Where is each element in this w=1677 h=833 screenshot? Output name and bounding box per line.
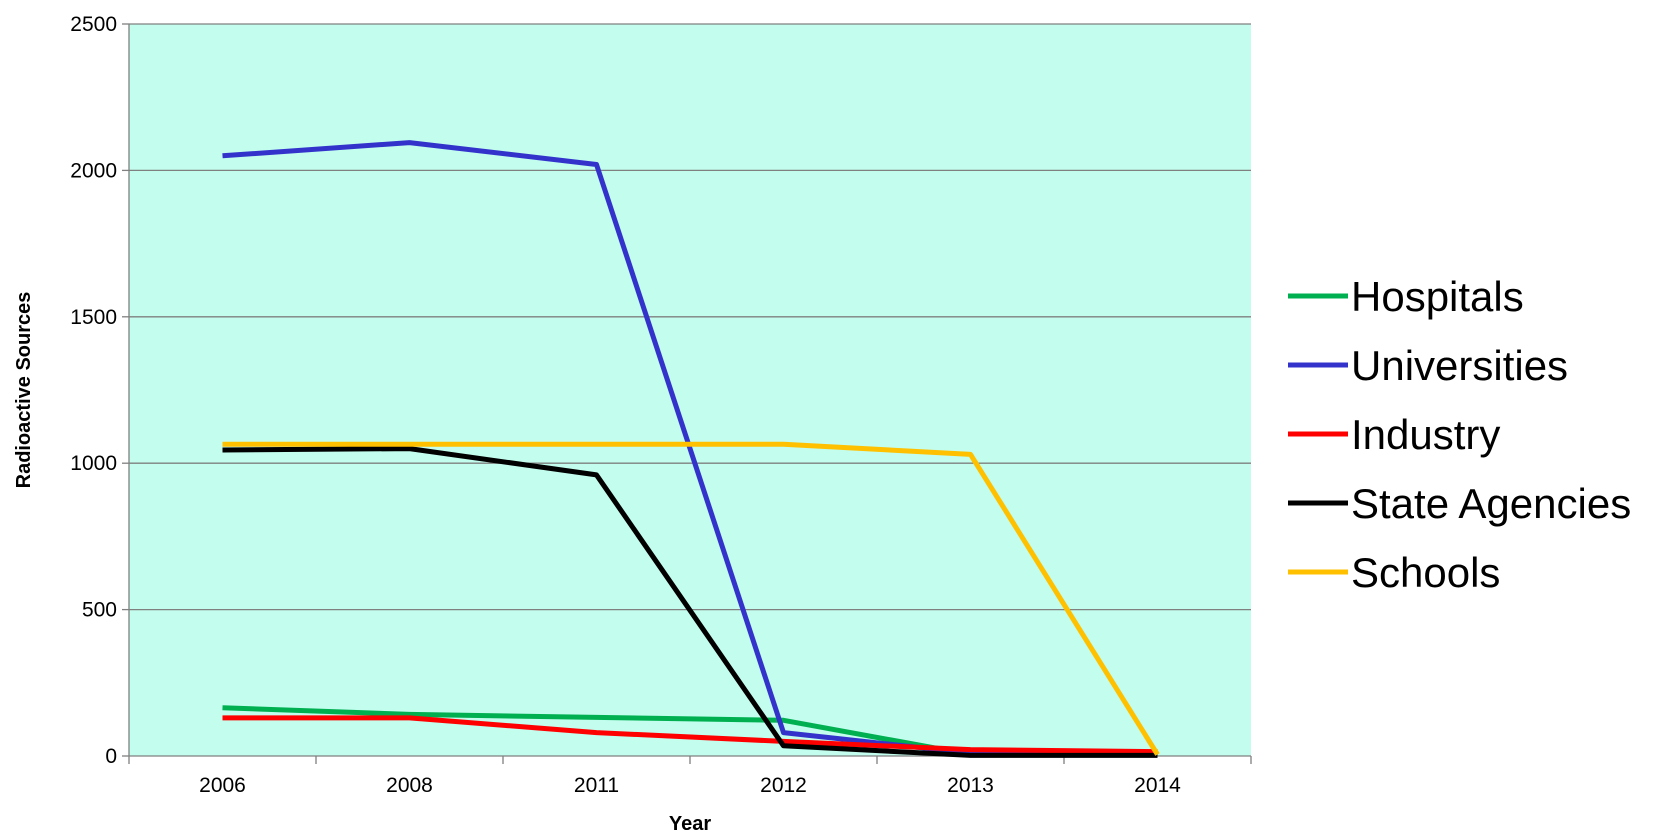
- y-tick-labels: 0 500 1000 1500 2000 2500: [70, 13, 117, 768]
- series-lines: [222, 140, 1160, 758]
- x-tick-label: 2013: [947, 774, 994, 797]
- series-line-schools: [222, 441, 1160, 756]
- x-tick-label: 2011: [574, 774, 619, 797]
- legend: Hospitals Universities Industry State Agenc…: [1288, 273, 1631, 596]
- x-tick-labels: 2006 2008 2011 2012 2013 2014: [199, 774, 1181, 797]
- legend-label: Schools: [1351, 549, 1500, 596]
- y-tick-label: 0: [105, 745, 117, 768]
- x-tick-label: 2008: [386, 774, 433, 797]
- gridlines: [129, 23, 1251, 611]
- plot-area: [129, 24, 1251, 756]
- y-tick-label: 2000: [70, 159, 117, 182]
- y-tick-label: 1000: [70, 452, 117, 475]
- legend-label: Industry: [1351, 411, 1500, 458]
- y-tick-label: 500: [82, 599, 117, 622]
- y-axis-title: Radioactive Sources: [13, 292, 35, 489]
- y-tick-label: 2500: [70, 13, 117, 36]
- y-tick-label: 1500: [70, 306, 117, 329]
- x-tick-label: 2006: [199, 774, 246, 797]
- legend-label: Hospitals: [1351, 273, 1524, 320]
- x-axis-title: Year: [669, 813, 711, 833]
- series-line-state-agencies: [222, 446, 1158, 758]
- series-line-industry: [222, 715, 1158, 755]
- legend-label: Universities: [1351, 342, 1568, 389]
- x-tick-label: 2012: [760, 774, 807, 797]
- x-tick-label: 2014: [1134, 774, 1181, 797]
- legend-label: State Agencies: [1351, 480, 1631, 527]
